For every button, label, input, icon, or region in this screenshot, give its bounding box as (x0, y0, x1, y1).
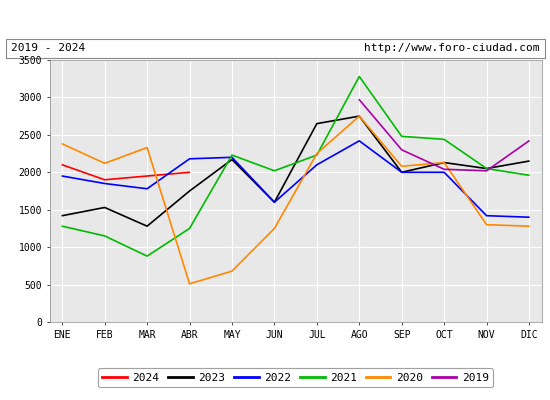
Text: 2019 - 2024: 2019 - 2024 (11, 43, 85, 53)
Legend: 2024, 2023, 2022, 2021, 2020, 2019: 2024, 2023, 2022, 2021, 2020, 2019 (98, 368, 493, 387)
Text: Evolucion Nº Turistas Nacionales en el municipio de Alkalá de los Gazules: Evolucion Nº Turistas Nacionales en el m… (45, 12, 505, 26)
FancyBboxPatch shape (6, 39, 544, 58)
Text: http://www.foro-ciudad.com: http://www.foro-ciudad.com (364, 43, 539, 53)
